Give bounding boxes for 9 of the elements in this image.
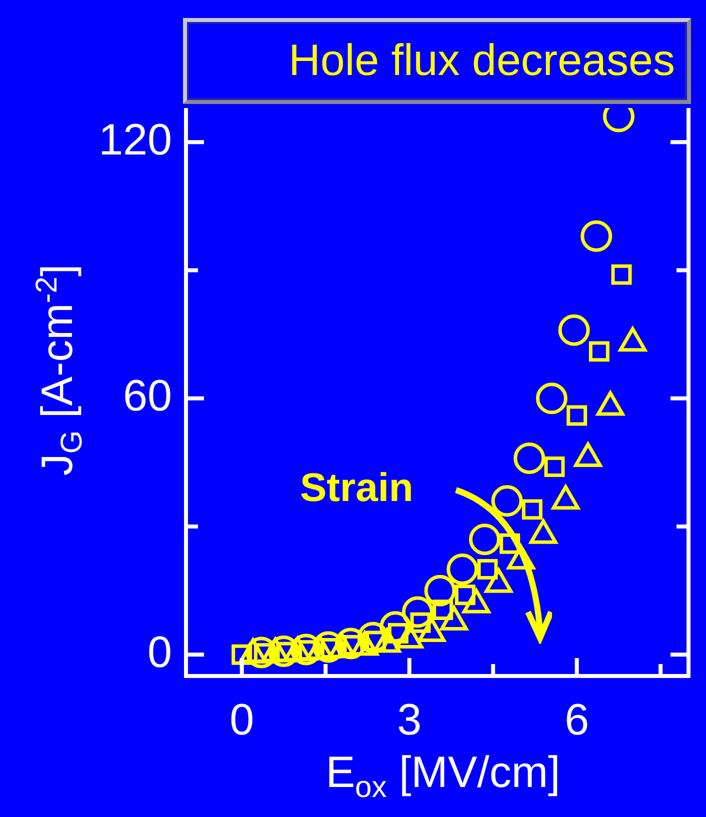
x-tick-label: 6 xyxy=(564,696,590,745)
annotation: Strain xyxy=(300,466,414,511)
chart-title: Hole flux decreases xyxy=(183,18,691,104)
x-tick-label: 0 xyxy=(230,696,254,745)
y-tick-label: 0 xyxy=(148,628,172,677)
x-tick-label: 3 xyxy=(397,696,422,745)
x-axis-title: E$_{ox}$ [MV/cm] xyxy=(324,748,562,805)
y-tick-label: 60 xyxy=(123,372,172,421)
y-tick-label: 120 xyxy=(98,115,172,164)
